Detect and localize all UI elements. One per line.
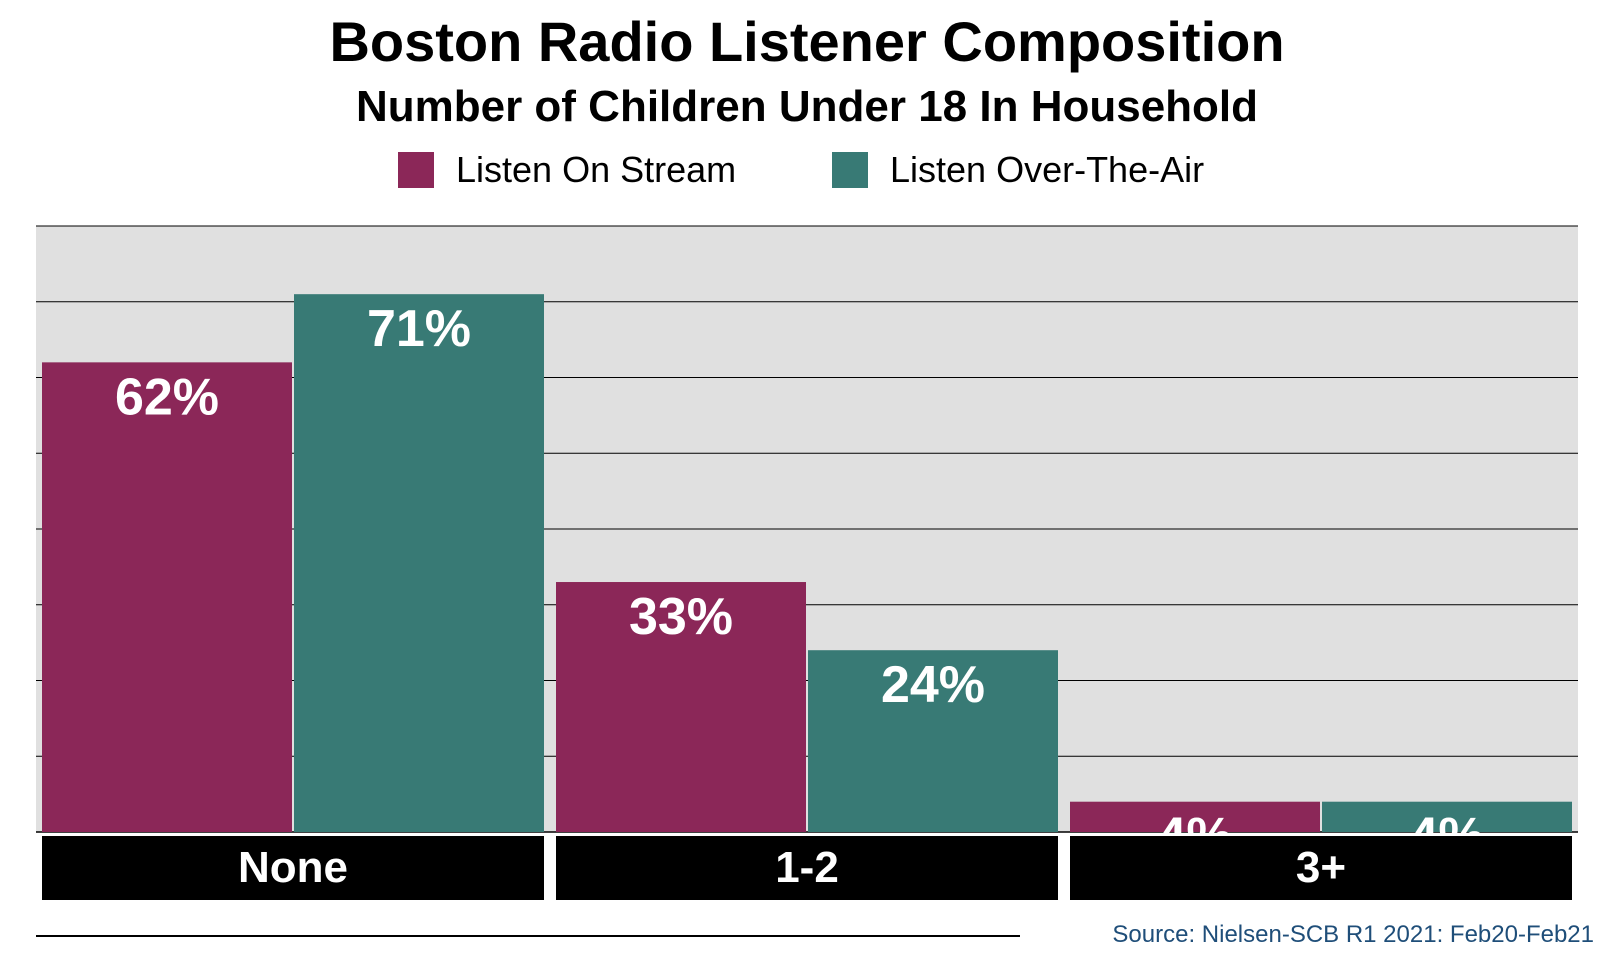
chart-subtitle: Number of Children Under 18 In Household: [355, 82, 1259, 131]
data-label: 71%: [367, 300, 471, 358]
source-note: Source: Nielsen-SCB R1 2021: Feb20-Feb21: [1112, 921, 1594, 948]
legend-item-over-the-air: Listen Over-The-Air: [832, 148, 1204, 192]
category-label: None: [238, 843, 348, 892]
bar-listen-on-stream-3: [1070, 801, 1320, 832]
data-label: 62%: [115, 368, 219, 426]
legend-swatch-stream: [398, 152, 434, 188]
bar-listen-over-the-air-3: [1322, 801, 1572, 832]
category-label-box: [42, 836, 544, 900]
data-label: 33%: [629, 588, 733, 646]
legend-label-over-the-air: Listen Over-The-Air: [890, 149, 1205, 190]
bar-listen-over-the-air-1-2: [808, 650, 1058, 832]
legend: Listen On Stream Listen Over-The-Air: [0, 148, 1614, 192]
data-label: 24%: [881, 656, 985, 714]
legend-swatch-over-the-air: [832, 152, 868, 188]
bar-listen-on-stream-1-2: [556, 582, 806, 832]
bar-listen-on-stream-none: [42, 362, 292, 832]
legend-label-stream: Listen On Stream: [456, 149, 737, 190]
legend-item-stream: Listen On Stream: [398, 148, 736, 192]
category-label: 1-2: [775, 843, 839, 892]
source-divider: [36, 935, 1020, 937]
bar-listen-over-the-air-none: [294, 294, 544, 832]
category-label-box: [1070, 836, 1572, 900]
category-label: 3+: [1296, 843, 1346, 892]
category-label-box: [556, 836, 1058, 900]
chart-title: Boston Radio Listener Composition: [329, 10, 1285, 73]
